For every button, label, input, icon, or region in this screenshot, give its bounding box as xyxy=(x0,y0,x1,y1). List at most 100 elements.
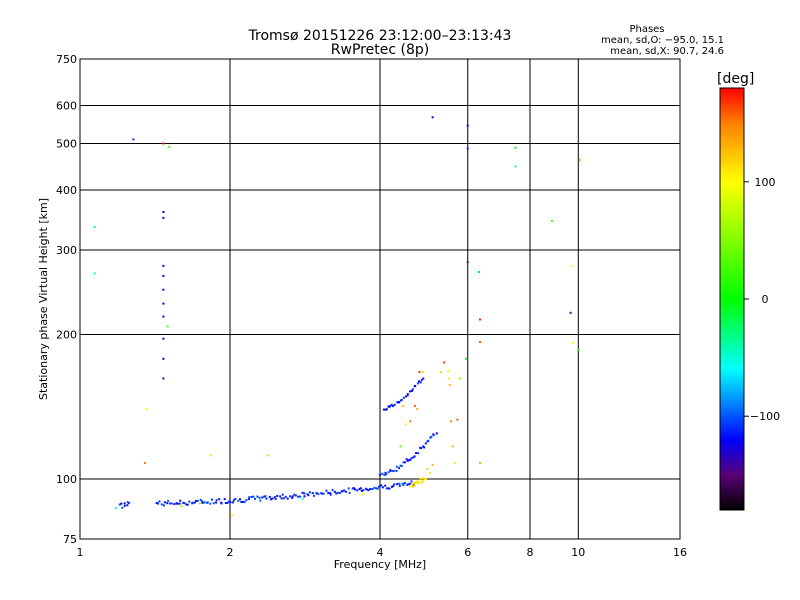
echo-point xyxy=(448,384,451,386)
echo-point xyxy=(322,492,325,495)
echo-point xyxy=(333,490,336,493)
echo-point xyxy=(188,500,191,503)
echo-point xyxy=(209,454,212,457)
echo-point xyxy=(411,485,414,488)
echo-point xyxy=(422,371,424,374)
x-tick-label: 1 xyxy=(77,546,84,559)
echo-point xyxy=(166,502,169,505)
echo-point xyxy=(385,473,388,476)
echo-point xyxy=(215,499,218,502)
echo-point xyxy=(145,407,148,410)
echo-point xyxy=(416,407,419,410)
echo-point xyxy=(231,501,234,504)
echo-point xyxy=(279,495,282,498)
echo-point xyxy=(409,420,412,423)
echo-point xyxy=(162,302,165,305)
echo-point xyxy=(398,484,401,487)
colorbar-ticks: 100 0 −100 xyxy=(744,176,780,423)
echo-point xyxy=(423,446,426,449)
echo-point xyxy=(160,503,163,506)
echo-point xyxy=(447,377,450,380)
echo-point xyxy=(186,503,189,506)
echo-point xyxy=(261,496,264,499)
echo-point xyxy=(183,502,186,505)
echo-point xyxy=(329,492,332,495)
echo-point xyxy=(114,507,117,510)
echo-point xyxy=(316,492,319,495)
echo-point xyxy=(362,493,365,496)
echo-point xyxy=(338,491,341,494)
echo-point xyxy=(439,371,442,374)
echo-point xyxy=(220,502,223,505)
echo-point xyxy=(268,495,271,498)
echo-point xyxy=(399,445,402,448)
echo-point xyxy=(266,454,269,457)
echo-point xyxy=(453,462,456,464)
echo-point xyxy=(426,467,429,470)
echo-point xyxy=(331,488,334,491)
echo-point xyxy=(373,486,376,489)
echo-point xyxy=(402,461,405,464)
echo-point xyxy=(163,501,166,504)
echo-point xyxy=(329,493,332,496)
x-tick-label: 10 xyxy=(571,546,585,559)
echo-point xyxy=(456,418,459,421)
echo-point xyxy=(385,487,388,490)
echo-point xyxy=(412,456,415,459)
echo-point xyxy=(120,502,123,505)
echo-point xyxy=(417,482,420,485)
echo-point xyxy=(258,496,261,499)
echo-point xyxy=(301,497,304,500)
echo-point xyxy=(381,486,384,489)
echo-point xyxy=(408,482,411,485)
echo-point xyxy=(391,485,393,488)
echo-point xyxy=(180,504,183,507)
echo-point xyxy=(226,501,229,504)
echo-point xyxy=(424,442,427,445)
echo-point xyxy=(392,405,394,408)
echo-point xyxy=(388,487,391,490)
echo-point xyxy=(416,480,419,483)
echo-point xyxy=(250,496,253,498)
echo-point xyxy=(192,501,194,504)
echo-point xyxy=(224,502,227,504)
echo-point xyxy=(393,403,396,406)
echo-point xyxy=(162,337,165,340)
echo-point xyxy=(229,501,232,504)
echo-point xyxy=(162,142,165,145)
y-tick-label: 75 xyxy=(63,533,77,546)
info-line-x: mean, sd,X: 90.7, 24.6 xyxy=(610,46,724,57)
info-line-o: mean, sd,O: −95.0, 15.1 xyxy=(601,35,724,46)
echo-point xyxy=(413,484,416,487)
echo-point xyxy=(162,357,165,360)
echo-point xyxy=(418,380,420,383)
echo-point xyxy=(375,487,378,490)
echo-point xyxy=(415,481,418,484)
echo-point xyxy=(403,461,406,464)
echo-point xyxy=(384,484,387,487)
echo-point xyxy=(381,472,384,475)
echo-point xyxy=(380,484,383,487)
echo-point xyxy=(271,497,274,500)
echo-point xyxy=(514,165,517,168)
x-tick-label: 16 xyxy=(673,546,687,559)
echo-point xyxy=(132,138,135,141)
y-tick-label: 300 xyxy=(56,244,77,257)
y-tick-label: 500 xyxy=(56,138,77,151)
echo-point xyxy=(410,480,413,483)
echo-point xyxy=(479,341,481,343)
x-axis-ticks: 1 2 4 6 8 10 16 xyxy=(77,546,688,559)
echo-point xyxy=(196,499,199,502)
echo-point xyxy=(418,371,421,374)
echo-point xyxy=(215,501,218,504)
echo-point xyxy=(168,145,171,148)
echo-point xyxy=(406,394,409,397)
echo-point xyxy=(308,491,311,494)
echo-point xyxy=(93,272,96,275)
echo-point xyxy=(424,478,427,480)
echo-point xyxy=(209,502,212,505)
echo-point xyxy=(416,382,419,385)
echo-point xyxy=(415,452,417,454)
y-tick-label: 750 xyxy=(56,53,77,66)
echo-point xyxy=(118,503,121,506)
